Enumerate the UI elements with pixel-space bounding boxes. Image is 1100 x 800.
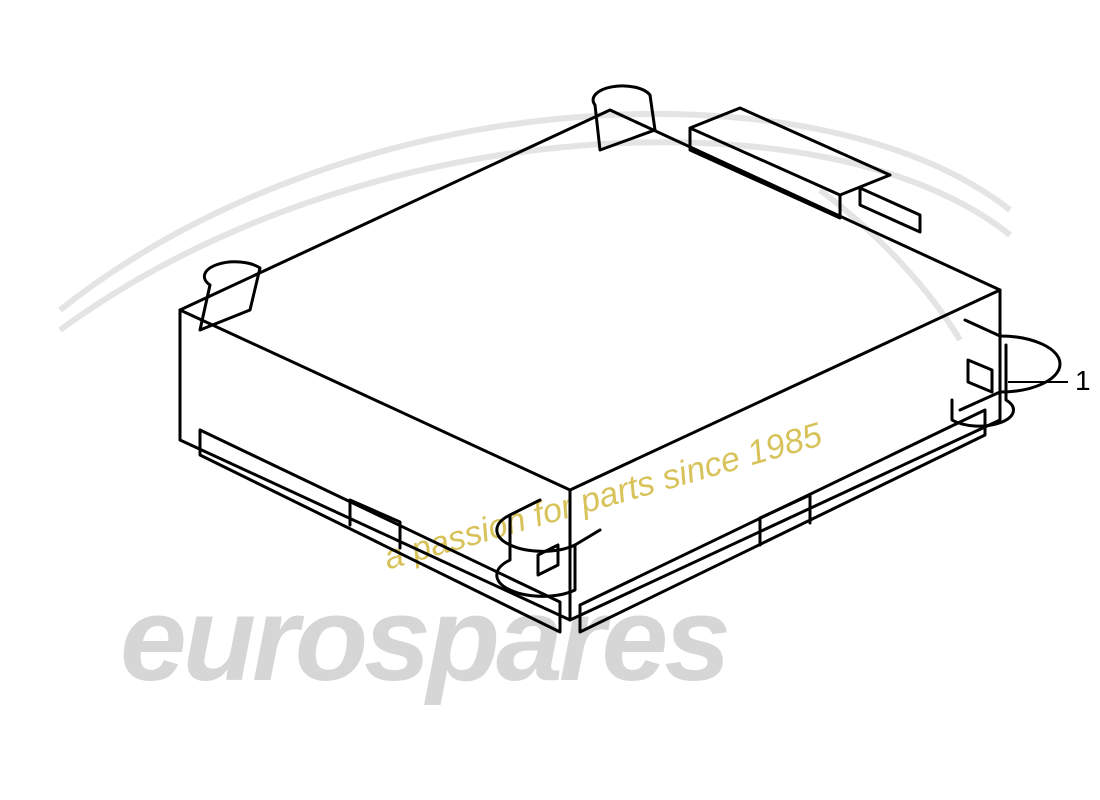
part-drawing (0, 0, 1100, 800)
callout-1-label: 1 (1075, 365, 1091, 397)
diagram-canvas: eurospares a passion for parts since 198… (0, 0, 1100, 800)
callout-1-leader (1008, 381, 1068, 383)
